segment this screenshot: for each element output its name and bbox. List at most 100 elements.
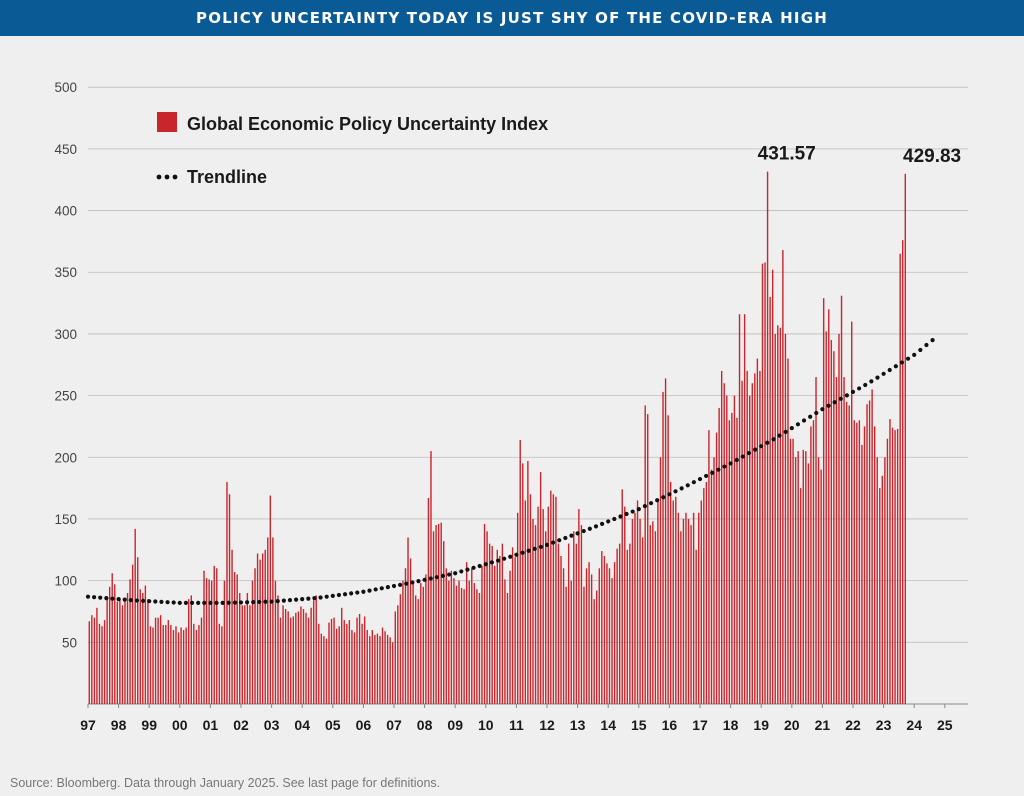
bar — [177, 632, 180, 704]
trendline-dot — [740, 454, 745, 459]
bar — [195, 629, 198, 704]
trendline-dot — [189, 600, 195, 605]
bar — [478, 592, 481, 704]
bar — [562, 568, 565, 704]
bar — [611, 578, 613, 704]
trendline-dot — [863, 382, 868, 388]
bar — [789, 438, 792, 704]
bar — [705, 481, 708, 704]
trendline-dot — [269, 599, 274, 604]
bar — [144, 585, 147, 704]
trendline-dot — [593, 524, 599, 529]
bar — [249, 605, 251, 704]
bar — [420, 583, 422, 704]
y-tick-label: 500 — [54, 80, 77, 95]
bar — [537, 506, 539, 704]
bar — [236, 574, 238, 704]
x-tick-label: 11 — [509, 717, 524, 733]
trendline-dot — [465, 567, 470, 572]
bar — [774, 333, 776, 704]
bar — [723, 383, 725, 704]
bar — [450, 570, 453, 704]
trendline-dot — [214, 600, 219, 605]
trendline-dot — [232, 600, 237, 605]
bar — [820, 469, 822, 704]
bar — [381, 627, 384, 704]
bar — [828, 309, 830, 704]
bar — [710, 469, 713, 704]
trendline-dot — [838, 396, 843, 401]
bar — [698, 512, 700, 704]
bar — [784, 333, 787, 704]
bar — [504, 579, 506, 704]
trendline-dot — [551, 540, 556, 545]
bar — [896, 428, 899, 704]
bar — [254, 568, 256, 704]
bar — [376, 633, 379, 704]
bar — [851, 321, 853, 704]
x-tick-label: 05 — [325, 717, 341, 733]
trendline-series — [85, 337, 935, 605]
trendline-dot — [722, 464, 727, 469]
bar — [659, 457, 662, 704]
bar — [499, 555, 501, 704]
bar — [458, 580, 460, 704]
bar — [389, 637, 391, 704]
trendline-dot — [238, 600, 244, 605]
trendline-dot — [648, 501, 654, 506]
bar — [529, 494, 532, 704]
bar — [147, 599, 149, 704]
trendline-dot — [655, 498, 660, 503]
bar — [468, 580, 470, 704]
trendline-dot — [636, 506, 641, 512]
bar — [318, 623, 320, 704]
bar — [557, 543, 560, 704]
bar — [341, 607, 343, 704]
legend-bar-swatch — [157, 112, 177, 132]
bar — [596, 590, 598, 704]
y-tick-label: 250 — [54, 389, 77, 404]
bar — [675, 496, 677, 704]
bar — [682, 518, 685, 704]
trendline-dot — [208, 600, 213, 605]
trendline-dot — [489, 560, 495, 565]
trendline-dot — [159, 599, 164, 604]
bar — [208, 579, 210, 704]
trendline-dot — [893, 364, 898, 369]
bar — [545, 531, 547, 704]
trendline-dot — [765, 440, 770, 445]
bar — [114, 584, 116, 704]
bar — [838, 333, 840, 704]
trendline-dot — [759, 444, 764, 449]
bar — [631, 518, 634, 704]
bar — [412, 580, 414, 704]
bar — [810, 426, 812, 704]
bar — [231, 549, 233, 704]
trendline-dot — [324, 594, 329, 599]
bar — [608, 568, 611, 704]
bar — [573, 531, 575, 704]
bar — [879, 488, 881, 704]
trendline-dot — [691, 480, 696, 485]
bar — [759, 370, 761, 704]
trendline-dot — [814, 410, 819, 416]
bar — [185, 627, 187, 704]
trendline-dot — [912, 352, 917, 357]
bar — [733, 395, 736, 704]
bar — [142, 592, 144, 704]
trendline-dot — [391, 583, 397, 589]
bar — [486, 531, 488, 704]
trendline-dot — [728, 461, 733, 466]
bar — [833, 351, 835, 704]
bar — [218, 623, 221, 704]
y-tick-label: 100 — [54, 574, 77, 589]
trendline-dot — [532, 546, 537, 551]
y-tick-label: 400 — [54, 204, 77, 219]
bar — [279, 617, 282, 704]
trendline-dot — [606, 519, 611, 524]
bar — [496, 549, 498, 704]
bar — [626, 549, 629, 704]
bar — [667, 415, 669, 704]
bar — [731, 412, 733, 704]
bar — [369, 636, 371, 704]
